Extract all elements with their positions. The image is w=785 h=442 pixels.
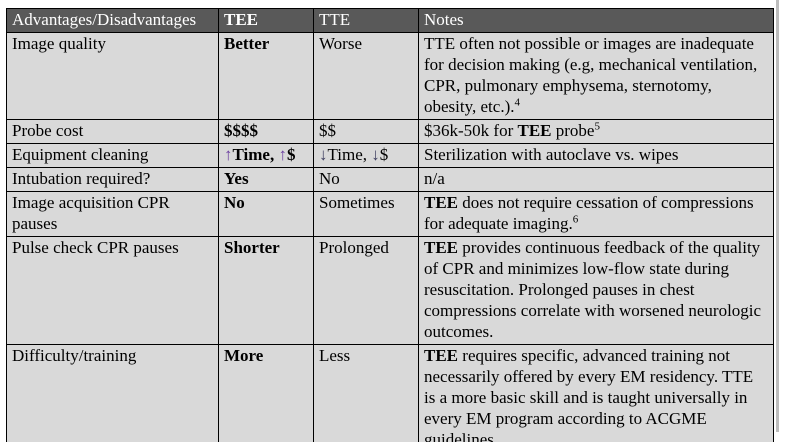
header-cell-notes: Notes (418, 8, 774, 33)
tte-cell: No (313, 167, 419, 192)
feature-cell: Probe cost (6, 119, 219, 144)
text-segment: No (224, 193, 245, 212)
text-segment: ↑ (224, 145, 233, 164)
text-segment: TEE (424, 346, 459, 365)
table-row: Image quality Better Worse TTE often not po… (6, 32, 774, 120)
superscript-ref: 5 (594, 120, 600, 133)
text-segment: provides continuous feedback of the qual… (424, 238, 762, 341)
notes-cell: TEE does not require cessation of compre… (418, 191, 774, 237)
text-segment: Less (319, 346, 351, 365)
notes-cell: n/a (418, 167, 774, 192)
text-segment: TEE (517, 121, 552, 140)
tee-cell: Shorter (218, 236, 314, 345)
table-header: Advantages/Disadvantages TEE TTE Notes (6, 8, 774, 33)
text-segment: Intubation required? (12, 169, 151, 188)
feature-cell: Pulse check CPR pauses (6, 236, 219, 345)
text-segment: Shorter (224, 238, 280, 257)
feature-cell: Image acquisition CPR pauses (6, 191, 219, 237)
feature-cell: Image quality (6, 32, 219, 120)
text-segment: does not require cessation of compressio… (424, 193, 754, 233)
feature-cell: Difficulty/training (6, 344, 219, 442)
tte-cell: Sometimes (313, 191, 419, 237)
text-segment: Image acquisition CPR pauses (12, 193, 170, 233)
text-segment: $ (286, 145, 296, 164)
right-edge-line (776, 0, 779, 432)
text-segment: Time, (327, 145, 372, 164)
tee-cell: More (218, 344, 314, 442)
table-row: Image acquisition CPR pauses No Sometimes T… (6, 191, 774, 237)
tte-cell: Worse (313, 32, 419, 120)
text-segment: No (319, 169, 340, 188)
text-segment: TEE (424, 238, 459, 257)
table-row: Difficulty/training More Less TEE requires … (6, 344, 774, 442)
notes-cell: Sterilization with autoclave vs. wipes (418, 143, 774, 168)
tte-cell: Prolonged (313, 236, 419, 345)
tee-cell: ↑Time, ↑$ (218, 143, 314, 168)
tee-cell: Yes (218, 167, 314, 192)
table-row: Probe cost $$$$ $$ $36k-50k for TEE probe5 (6, 119, 774, 144)
notes-cell: TTE often not possible or images are ina… (418, 32, 774, 120)
tee-cell: Better (218, 32, 314, 120)
text-segment: ↑ (278, 145, 287, 164)
text-segment: $$$$ (224, 121, 258, 140)
header-cell-tee: TEE (218, 8, 314, 33)
text-segment: Difficulty/training (12, 346, 137, 365)
table-row: Equipment cleaning ↑Time, ↑$ ↓Time, ↓$ Ster… (6, 143, 774, 168)
text-segment: Prolonged (319, 238, 389, 257)
text-segment: $$ (319, 121, 336, 140)
feature-cell: Equipment cleaning (6, 143, 219, 168)
table-row: Pulse check CPR pauses Shorter Prolonged TE… (6, 236, 774, 345)
feature-cell: Intubation required? (6, 167, 219, 192)
text-segment: TTE often not possible or images are ina… (424, 34, 758, 116)
tee-tte-comparison-table: Advantages/Disadvantages TEE TTE Notes I… (6, 8, 774, 442)
text-segment: Probe cost (12, 121, 84, 140)
header-row: Advantages/Disadvantages TEE TTE Notes (6, 8, 774, 33)
header-cell-tte: TTE (313, 8, 419, 33)
text-segment: Sometimes (319, 193, 395, 212)
text-segment: n/a (424, 169, 445, 188)
text-segment: $ (379, 145, 389, 164)
text-segment: Image quality (12, 34, 106, 53)
text-segment: Time, (232, 145, 279, 164)
text-segment: Better (224, 34, 270, 53)
text-segment: More (224, 346, 264, 365)
text-segment: TEE (424, 193, 459, 212)
tte-cell: Less (313, 344, 419, 442)
text-segment: Yes (224, 169, 249, 188)
text-segment: ↓ (371, 145, 380, 164)
table-row: Intubation required? Yes No n/a (6, 167, 774, 192)
superscript-ref: 6 (572, 213, 579, 226)
notes-cell: TEE requires specific, advanced training… (418, 344, 774, 442)
tee-cell: $$$$ (218, 119, 314, 144)
notes-cell: $36k-50k for TEE probe5 (418, 119, 774, 144)
notes-cell: TEE provides continuous feedback of the … (418, 236, 774, 345)
text-segment: requires specific, advanced training not… (424, 346, 754, 442)
tte-cell: $$ (313, 119, 419, 144)
tte-cell: ↓Time, ↓$ (313, 143, 419, 168)
text-segment: ↓ (319, 145, 328, 164)
table-body: Image quality Better Worse TTE often not po… (6, 32, 774, 442)
text-segment: $36k-50k for (424, 121, 518, 140)
header-cell-advantages: Advantages/Disadvantages (6, 8, 219, 33)
text-segment: Pulse check CPR pauses (12, 238, 179, 257)
text-segment: Equipment cleaning (12, 145, 149, 164)
tee-cell: No (218, 191, 314, 237)
superscript-ref: 4 (514, 96, 520, 109)
text-segment: probe (551, 121, 595, 140)
text-segment: Sterilization with autoclave vs. wipes (424, 145, 679, 164)
text-segment: Worse (319, 34, 363, 53)
